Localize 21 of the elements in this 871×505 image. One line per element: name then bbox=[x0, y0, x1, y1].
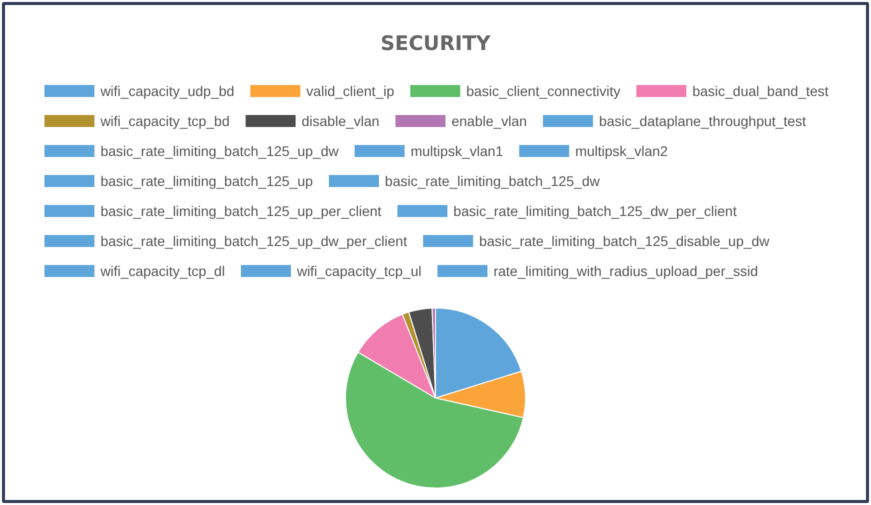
legend-label: basic_rate_limiting_batch_125_up_dw_per_client bbox=[100, 233, 408, 249]
legend-label: multipsk_vlan1 bbox=[410, 143, 504, 159]
legend-label: rate_limiting_with_radius_upload_per_ssid bbox=[493, 263, 758, 279]
legend-label: basic_rate_limiting_batch_125_up bbox=[100, 173, 314, 189]
legend-label: basic_rate_limiting_batch_125_up_per_client bbox=[100, 203, 382, 219]
legend-label: disable_vlan bbox=[302, 113, 380, 129]
legend-label: enable_vlan bbox=[451, 113, 527, 129]
legend-label: basic_rate_limiting_batch_125_dw bbox=[384, 173, 601, 189]
legend-label: basic_rate_limiting_batch_125_dw_per_client bbox=[453, 203, 737, 219]
chart-title: SECURITY bbox=[380, 31, 491, 55]
legend-label: basic_dataplane_throughput_test bbox=[598, 113, 806, 129]
legend-label: wifi_capacity_tcp_ul bbox=[296, 263, 422, 279]
legend-label: basic_rate_limiting_batch_125_disable_up_dw bbox=[479, 233, 770, 249]
legend-label: wifi_capacity_tcp_bd bbox=[99, 113, 230, 129]
legend-label: basic_dual_band_test bbox=[692, 83, 829, 99]
legend-label: basic_rate_limiting_batch_125_up_dw bbox=[100, 143, 340, 159]
legend-label: wifi_capacity_tcp_dl bbox=[99, 263, 225, 279]
legend-label: basic_client_connectivity bbox=[466, 83, 620, 99]
legend-label: multipsk_vlan2 bbox=[575, 143, 668, 159]
legend-label: wifi_capacity_udp_bd bbox=[99, 83, 234, 99]
legend-label: valid_client_ip bbox=[306, 83, 394, 99]
